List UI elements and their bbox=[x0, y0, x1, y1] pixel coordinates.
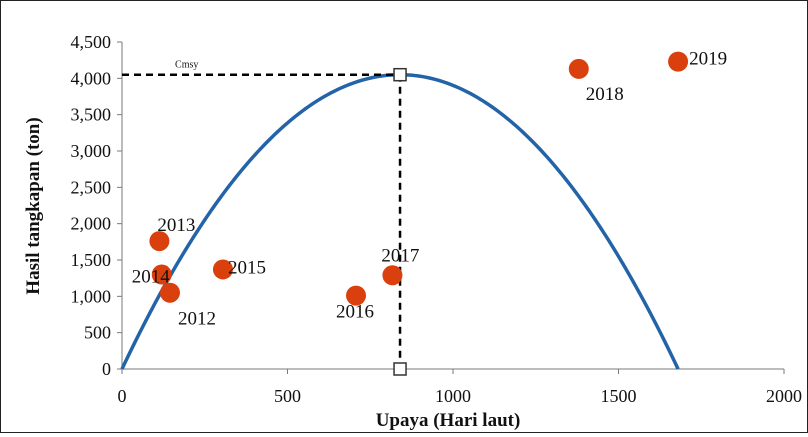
data-point-2018 bbox=[568, 58, 589, 79]
data-point-2016 bbox=[346, 285, 367, 306]
msy-marker bbox=[393, 67, 407, 82]
data-point-2017 bbox=[382, 265, 403, 286]
y-tick-label: 500 bbox=[84, 323, 111, 343]
y-tick-label: 2,500 bbox=[71, 177, 112, 197]
y-tick-label: 3,000 bbox=[71, 141, 112, 161]
y-tick-label: 1,500 bbox=[71, 250, 112, 270]
data-point-2014 bbox=[151, 264, 172, 285]
point-label-2019: 2019 bbox=[689, 49, 727, 70]
points-layer bbox=[149, 51, 689, 306]
x-tick-label: 2000 bbox=[766, 386, 802, 406]
data-point-2013 bbox=[149, 231, 170, 252]
y-tick-label: 1,000 bbox=[71, 286, 112, 306]
labels-layer: 2012 2013 2014 2015 2016 2017 2018 2019 bbox=[132, 49, 727, 330]
x-tick-label: 1000 bbox=[435, 386, 471, 406]
ticks: 0 500 1,000 1,500 2,000 2,500 3,000 3,500 4,000 4… bbox=[71, 32, 803, 406]
x-tick-label: 500 bbox=[274, 386, 301, 406]
point-label-2013: 2013 bbox=[157, 215, 195, 236]
y-tick-label: 0 bbox=[102, 359, 111, 379]
guide-layer: Cmsy bbox=[122, 60, 407, 376]
x-tick-label: 1500 bbox=[601, 386, 637, 406]
fmsy-marker bbox=[393, 362, 407, 376]
point-label-2015: 2015 bbox=[228, 257, 266, 278]
y-tick-label: 4,500 bbox=[71, 32, 112, 52]
point-label-2017: 2017 bbox=[381, 245, 419, 266]
data-point-2015 bbox=[212, 259, 233, 280]
x-tick-label: 0 bbox=[118, 386, 127, 406]
y-tick-label: 3,500 bbox=[71, 105, 112, 125]
axes bbox=[121, 42, 784, 370]
data-point-2012 bbox=[159, 282, 180, 303]
cmsy-label: Cmsy bbox=[175, 60, 198, 71]
y-tick-label: 4,000 bbox=[71, 68, 112, 88]
point-label-2014: 2014 bbox=[132, 267, 171, 288]
y-tick-label: 2,000 bbox=[71, 214, 112, 234]
point-label-2012: 2012 bbox=[178, 309, 216, 330]
x-axis-title: Upaya (Hari laut) bbox=[376, 410, 521, 431]
y-axis-title: Hasil tangkapan (ton) bbox=[23, 117, 44, 294]
point-label-2016: 2016 bbox=[336, 302, 374, 323]
data-point-2019 bbox=[668, 51, 689, 72]
point-label-2018: 2018 bbox=[586, 84, 624, 105]
